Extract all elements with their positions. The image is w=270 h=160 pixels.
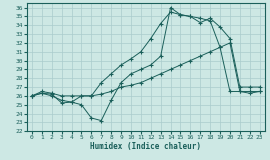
X-axis label: Humidex (Indice chaleur): Humidex (Indice chaleur) [90, 142, 201, 151]
